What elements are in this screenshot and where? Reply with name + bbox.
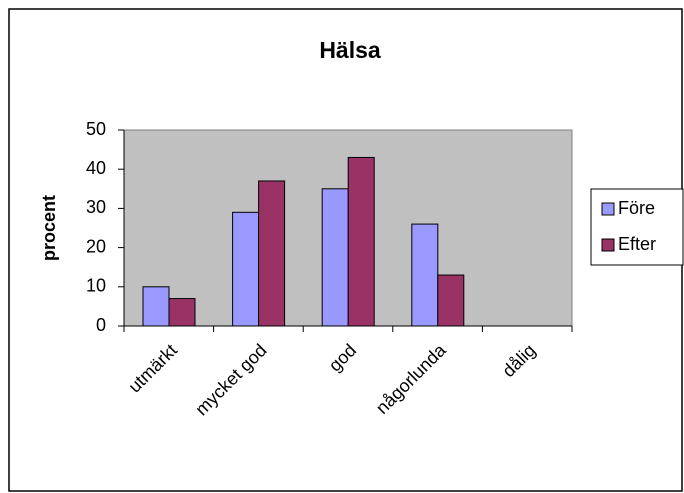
- y-tick-label: 0: [96, 315, 106, 335]
- bar: [232, 211, 260, 327]
- legend-label: Efter: [618, 234, 656, 254]
- bar: [168, 298, 196, 327]
- bar: [258, 180, 286, 327]
- bar: [347, 156, 375, 327]
- bar: [142, 286, 170, 327]
- y-tick-label: 20: [86, 236, 106, 256]
- legend-swatch: [601, 238, 615, 252]
- y-tick-label: 50: [86, 119, 106, 139]
- legend-label: Före: [618, 198, 655, 218]
- legend-swatch: [601, 202, 615, 216]
- y-tick-label: 30: [86, 197, 106, 217]
- y-axis-label: procent: [39, 195, 59, 261]
- y-tick-label: 40: [86, 158, 106, 178]
- chart-title: Hälsa: [319, 37, 381, 63]
- legend: [590, 188, 684, 266]
- y-tick-label: 10: [86, 276, 106, 296]
- bar: [411, 223, 439, 327]
- bar: [321, 188, 349, 327]
- bar: [437, 274, 465, 327]
